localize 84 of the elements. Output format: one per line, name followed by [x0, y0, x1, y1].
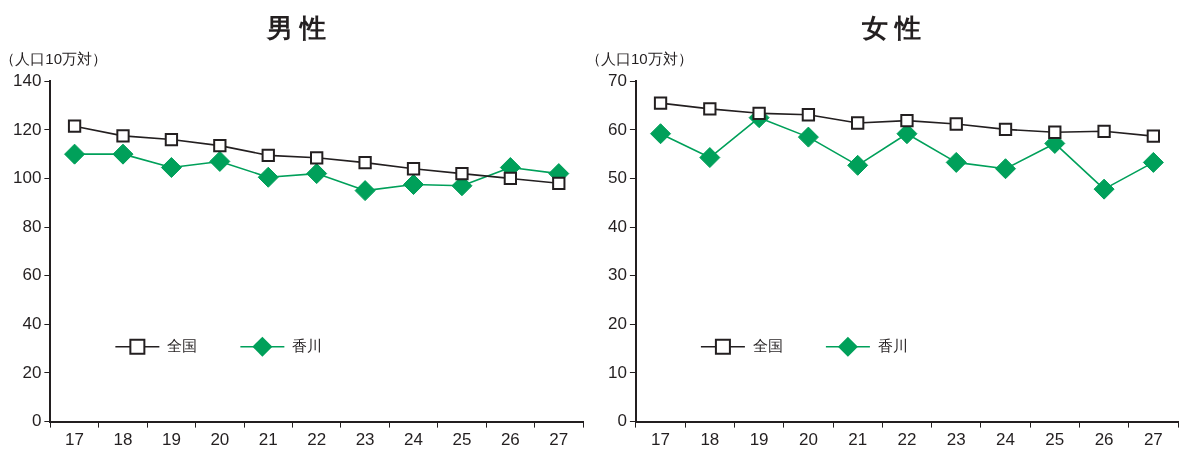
point: [1097, 124, 1111, 138]
legend-label: 全国: [167, 336, 198, 354]
y-axis-title: （人口10万対）: [585, 49, 693, 67]
y-tick-label: 0: [31, 411, 42, 431]
x-tick-label: 26: [1094, 430, 1114, 450]
point: [354, 180, 376, 202]
y-tick-label: 100: [12, 168, 42, 188]
y-tick-label: 0: [617, 411, 627, 431]
x-tick-label: 17: [65, 430, 85, 450]
point: [306, 163, 328, 185]
point: [1146, 129, 1161, 143]
y-tick-label: 60: [607, 119, 627, 139]
point: [900, 113, 914, 128]
point: [310, 151, 324, 165]
point: [552, 176, 566, 190]
y-tick-label: 10: [607, 362, 627, 382]
x-tick-label: 27: [1143, 430, 1163, 450]
x-tick-label: 23: [946, 430, 966, 450]
point: [64, 143, 86, 165]
y-tick-label: 50: [607, 168, 627, 188]
point: [112, 143, 134, 165]
legend-label: 香川: [877, 336, 908, 354]
x-tick-label: 24: [404, 430, 423, 450]
chart-title: 女 性: [860, 12, 922, 43]
point: [703, 102, 717, 116]
point: [160, 157, 182, 179]
x-tick-label: 17: [651, 430, 671, 450]
point: [1093, 178, 1115, 200]
legend-label: 香川: [292, 336, 323, 354]
x-tick-label: 25: [452, 430, 472, 450]
x-tick-label: 21: [258, 430, 278, 450]
point: [945, 151, 967, 173]
point: [851, 116, 865, 130]
x-tick-label: 19: [749, 430, 769, 450]
point: [653, 96, 668, 110]
point: [455, 166, 469, 181]
y-tick-label: 20: [607, 314, 627, 334]
point: [213, 138, 227, 153]
point: [699, 147, 721, 169]
point: [752, 106, 766, 120]
x-tick-label: 20: [210, 430, 230, 450]
point: [116, 129, 130, 143]
x-tick-label: 24: [996, 430, 1015, 450]
x-tick-label: 18: [113, 430, 133, 450]
point: [261, 148, 275, 163]
x-tick-label: 19: [161, 430, 181, 450]
y-tick-label: 70: [607, 70, 627, 90]
point: [209, 150, 231, 172]
point: [801, 108, 816, 122]
point: [949, 117, 963, 131]
point: [503, 171, 518, 186]
y-tick-label: 20: [22, 362, 42, 382]
y-tick-label: 40: [607, 216, 627, 236]
x-tick-label: 22: [897, 430, 917, 450]
y-tick-label: 40: [22, 314, 42, 334]
x-tick-label: 20: [798, 430, 818, 450]
point: [164, 132, 179, 147]
point: [403, 174, 425, 196]
y-tick-label: 140: [12, 70, 42, 90]
x-tick-label: 23: [355, 430, 375, 450]
legend-label: 全国: [752, 336, 783, 354]
point: [998, 122, 1013, 136]
y-tick-label: 120: [12, 119, 42, 139]
point: [406, 162, 421, 176]
point: [1142, 151, 1164, 173]
point: [1048, 125, 1062, 139]
point: [358, 156, 372, 170]
x-tick-label: 25: [1045, 430, 1065, 450]
y-tick-label: 30: [607, 265, 627, 285]
y-tick-label: 80: [22, 216, 42, 236]
point: [257, 166, 279, 188]
x-tick-label: 26: [500, 430, 520, 450]
chart-title: 男 性: [265, 12, 327, 43]
point: [995, 158, 1017, 180]
point: [847, 154, 869, 176]
x-tick-label: 27: [549, 430, 569, 450]
y-tick-label: 60: [22, 265, 42, 285]
point: [67, 119, 82, 133]
x-tick-label: 21: [848, 430, 868, 450]
x-tick-label: 18: [700, 430, 720, 450]
point: [797, 126, 819, 148]
x-tick-label: 22: [307, 430, 327, 450]
y-axis-title: （人口10万対）: [0, 49, 108, 67]
point: [650, 123, 672, 145]
